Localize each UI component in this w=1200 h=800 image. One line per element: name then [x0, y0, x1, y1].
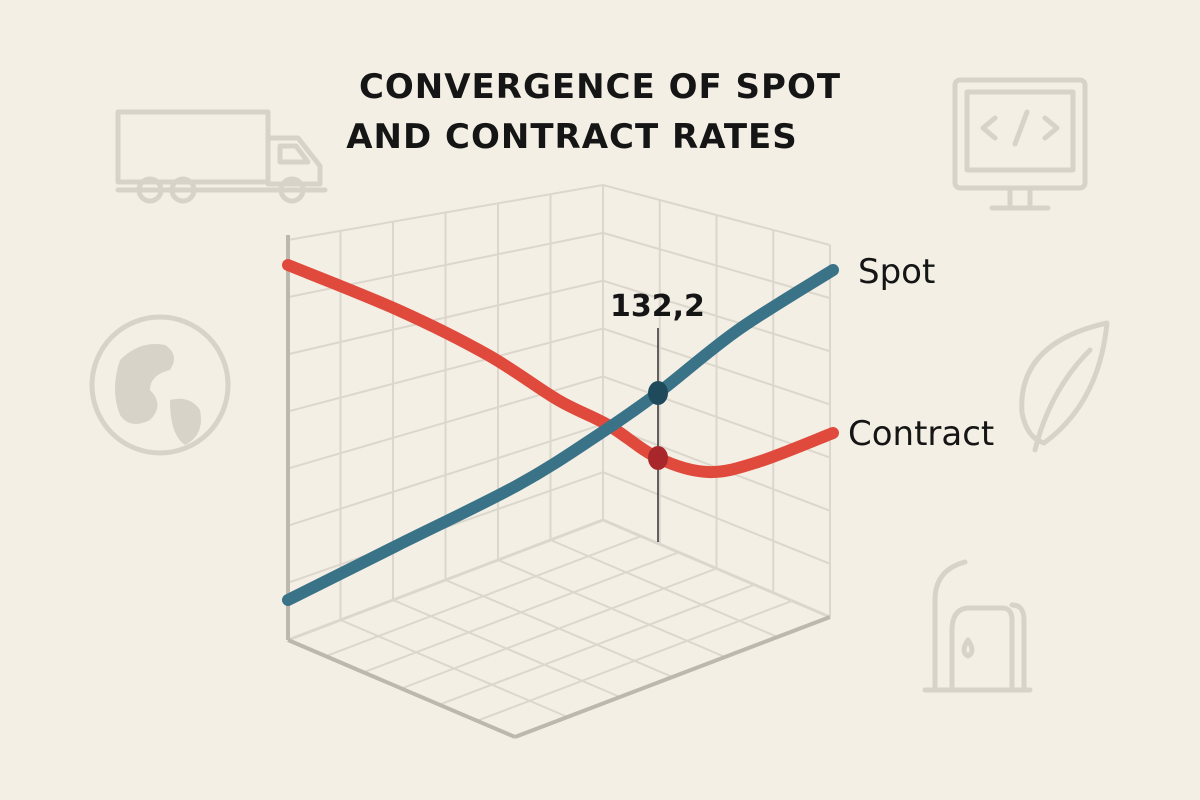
truck-icon [115, 109, 328, 204]
series-line-contract [282, 259, 839, 479]
grid-line [602, 327, 831, 406]
perspective-grid [286, 184, 831, 739]
globe-icon [89, 314, 231, 456]
chart-title: CONVERGENCE OF SPOT AND CONTRACT RATES [0, 62, 1200, 162]
grid-line [325, 535, 642, 658]
fuel-pump-icon [922, 559, 1033, 693]
series-line-spot [282, 264, 839, 606]
series-label-contract: Contract [848, 414, 994, 454]
grid-line [363, 551, 680, 674]
floor-front-edge [514, 615, 831, 739]
chart-title-line-1: CONVERGENCE OF SPOT [358, 67, 842, 107]
grid-line [287, 423, 604, 527]
floor-edge [602, 518, 831, 619]
monitor-code-icon [952, 77, 1088, 211]
grid-line [602, 231, 831, 300]
grid-line [287, 327, 604, 413]
annotation-marker-contract [648, 446, 668, 470]
grid-line [602, 471, 831, 565]
wall-edge [287, 184, 604, 241]
grid-line [438, 583, 755, 706]
series-labels: Spot Contract 132,2 [610, 252, 994, 454]
leaf-icon [1019, 320, 1110, 453]
grid-line [602, 279, 831, 353]
series-label-spot: Spot [858, 252, 935, 292]
chart-title-line-2: AND CONTRACT RATES [346, 117, 798, 157]
grid-line [401, 567, 717, 690]
grid-line [476, 599, 793, 722]
annotation-label: 132,2 [610, 289, 705, 324]
series-lines [282, 259, 839, 606]
grid-line [287, 279, 604, 356]
floor-edge [287, 518, 604, 642]
annotation-marker-spot [648, 381, 668, 405]
wall-edge [602, 184, 831, 246]
floor-front-edge [287, 638, 516, 739]
